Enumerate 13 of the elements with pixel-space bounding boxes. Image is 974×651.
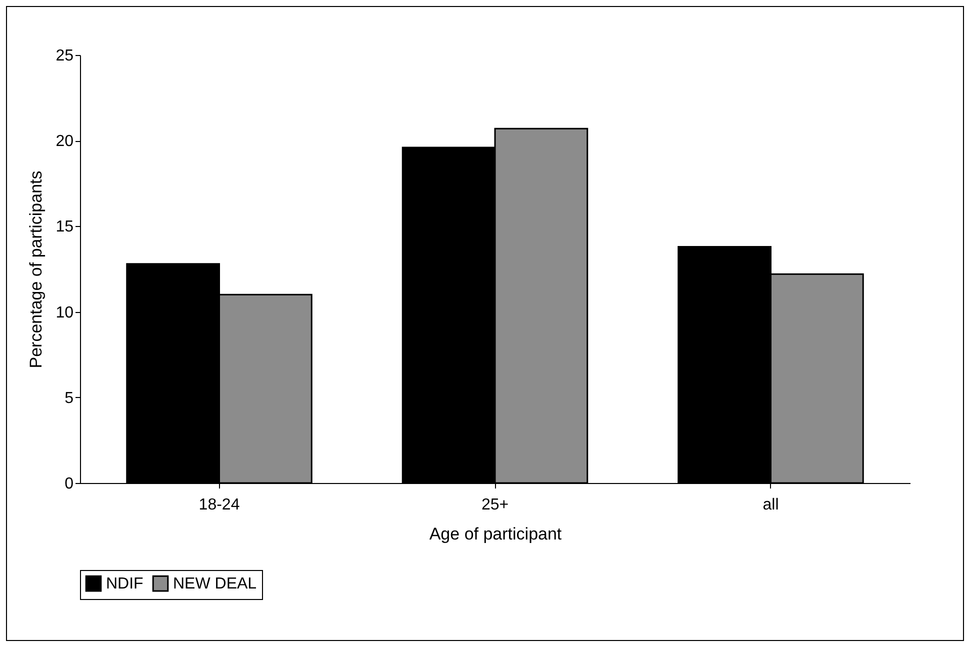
y-tick-label: 0 [64, 476, 74, 492]
y-tick-label: 5 [64, 390, 74, 407]
x-axis-title: Age of participant [429, 524, 562, 544]
x-tick-label: 25+ [481, 496, 509, 514]
y-axis-title: Percentage of participants [26, 170, 46, 368]
legend-label: NEW DEAL [173, 576, 257, 593]
legend-label: NDIF [106, 576, 144, 593]
y-tick-label: 20 [56, 133, 74, 150]
y-tick-label: 10 [56, 304, 74, 322]
x-tick-label: all [762, 496, 779, 514]
y-tick-label: 15 [56, 218, 74, 236]
y-tick-label: 25 [56, 48, 74, 64]
x-tick-label: 18-24 [198, 496, 240, 514]
